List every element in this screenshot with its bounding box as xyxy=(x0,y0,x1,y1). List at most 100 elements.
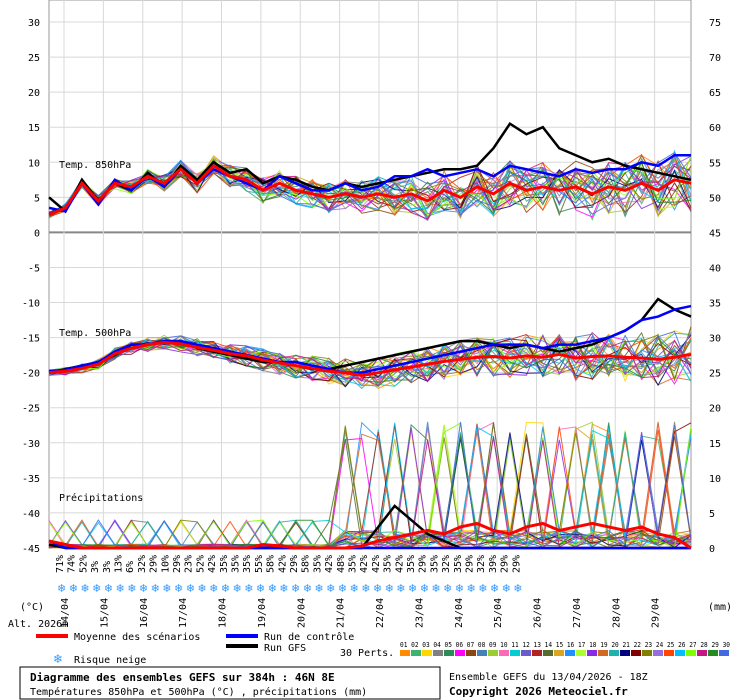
snow-percent: 29% xyxy=(418,555,429,573)
pert-swatch xyxy=(686,650,696,656)
snow-percent: 29% xyxy=(149,555,160,573)
perts-numbers: 01 02 03 04 05 06 07 08 09 10 11 12 13 1… xyxy=(400,641,730,649)
snowflake-icon: ❄ xyxy=(116,582,125,595)
snow-percent: 35% xyxy=(383,555,394,573)
right-tick-label: 60 xyxy=(709,123,721,134)
left-tick-label: -5 xyxy=(28,263,40,274)
snow-percent: 35% xyxy=(242,555,253,573)
footer-title: Diagramme des ensembles GEFS sur 384h : … xyxy=(30,671,335,684)
member-line-precip xyxy=(48,422,692,549)
snow-percent: 52% xyxy=(78,555,89,573)
legend-label-gfs: Run GFS xyxy=(264,643,306,654)
footer-box xyxy=(19,666,441,700)
snowflake-icon: ❄ xyxy=(104,582,113,595)
pert-swatch xyxy=(719,650,729,656)
right-tick-label: 0 xyxy=(709,544,715,555)
snow-percent: 55% xyxy=(254,555,265,573)
left-tick-label: 20 xyxy=(28,88,40,99)
ensemble-members xyxy=(48,149,692,549)
snow-percent: 29% xyxy=(500,555,511,573)
left-tick-label: -25 xyxy=(22,404,40,415)
x-date-label: 17/04 xyxy=(178,598,189,628)
right-tick-label: 5 xyxy=(709,509,715,520)
pert-swatch xyxy=(477,650,487,656)
snowflake-icon: ❄ xyxy=(151,582,160,595)
left-tick-label: 15 xyxy=(28,123,40,134)
series-line-t850 xyxy=(48,154,691,213)
grid xyxy=(48,0,692,549)
snow-percent: 74% xyxy=(67,555,78,573)
snow-percent: 35% xyxy=(219,555,230,573)
snow-percent: 6% xyxy=(125,561,136,573)
snowflake-icon: ❄ xyxy=(478,582,487,595)
left-tick-label: -45 xyxy=(22,544,40,555)
snow-percent: 35% xyxy=(312,555,323,573)
x-date-label: 18/04 xyxy=(218,598,229,628)
snow-percent: 29% xyxy=(172,555,183,573)
pert-swatch xyxy=(565,650,575,656)
right-tick-label: 70 xyxy=(709,53,721,64)
x-date-label: 29/04 xyxy=(651,598,662,628)
perts-label: 30 Perts. xyxy=(340,648,394,659)
snow-percent: 42% xyxy=(394,555,405,573)
x-date-label: 23/04 xyxy=(414,598,425,628)
snow-percent: 42% xyxy=(207,555,218,573)
snow-percent: 35% xyxy=(231,555,242,573)
right-tick-label: 50 xyxy=(709,193,721,204)
snow-percent: 29% xyxy=(289,555,300,573)
x-date-label: 26/04 xyxy=(533,598,544,628)
snow-percent: 35% xyxy=(406,555,417,573)
right-tick-label: 35 xyxy=(709,299,721,310)
pert-swatch xyxy=(400,650,410,656)
snow-percent: 35% xyxy=(453,555,464,573)
snowflake-icon: ❄ xyxy=(303,582,312,595)
x-date-label: 22/04 xyxy=(375,598,386,628)
snowflake-icon: ❄ xyxy=(420,582,429,595)
x-date-label: 25/04 xyxy=(493,598,504,628)
snowflake-icon: ❄ xyxy=(92,582,101,595)
left-tick-label: 30 xyxy=(28,18,40,29)
member-line-t850 xyxy=(48,152,692,217)
altitude-label: Alt. 2026m xyxy=(8,619,68,630)
legend-label-snow: Risque neige xyxy=(74,655,146,666)
snow-risk-row: 71%❄74%❄52%❄3%❄3%❄13%❄6%❄32%❄29%❄10%❄29%… xyxy=(55,555,523,595)
snow-percent: 29% xyxy=(465,555,476,573)
snowflake-icon: ❄ xyxy=(443,582,452,595)
x-date-label: 16/04 xyxy=(139,598,150,628)
pert-swatch xyxy=(411,650,421,656)
snowflake-icon: ❄ xyxy=(69,582,78,595)
pert-swatch xyxy=(510,650,520,656)
snowflake-icon: ❄ xyxy=(268,582,277,595)
series-line-precip xyxy=(48,521,692,550)
snowflake-icon: ❄ xyxy=(53,652,63,666)
x-date-label: 20/04 xyxy=(296,598,307,628)
snowflake-icon: ❄ xyxy=(396,582,405,595)
legend-label-mean: Moyenne des scénarios xyxy=(74,631,200,643)
snowflake-icon: ❄ xyxy=(197,582,206,595)
pert-swatch xyxy=(631,650,641,656)
snow-percent: 71% xyxy=(55,555,66,573)
footer-subtitle: Températures 850hPa et 500hPa (°C) , pré… xyxy=(30,686,367,698)
x-date-label: 15/04 xyxy=(99,598,110,628)
snow-percent: 35% xyxy=(348,555,359,573)
pert-swatch xyxy=(532,650,542,656)
footer-run-info: Ensemble GEFS du 13/04/2026 - 18Z xyxy=(449,672,648,683)
pert-swatch xyxy=(499,650,509,656)
right-tick-label: 65 xyxy=(709,88,721,99)
snow-percent: 42% xyxy=(371,555,382,573)
snowflake-icon: ❄ xyxy=(361,582,370,595)
left-tick-label: 5 xyxy=(34,193,40,204)
x-date-label: 28/04 xyxy=(611,598,622,628)
left-tick-label: -40 xyxy=(22,509,40,520)
x-date-label: 24/04 xyxy=(454,598,465,628)
perts-swatches xyxy=(400,650,729,656)
right-tick-label: 10 xyxy=(709,474,721,485)
right-tick-label: 45 xyxy=(709,228,721,239)
snowflake-icon: ❄ xyxy=(350,582,359,595)
snowflake-icon: ❄ xyxy=(233,582,242,595)
snowflake-icon: ❄ xyxy=(455,582,464,595)
pert-swatch xyxy=(620,650,630,656)
snowflake-icon: ❄ xyxy=(256,582,265,595)
annotation-precip: Précipitations xyxy=(59,492,143,504)
